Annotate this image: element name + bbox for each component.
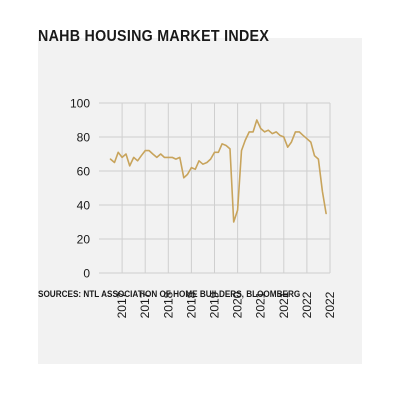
chart-title: NAHB HOUSING MARKET INDEX (38, 28, 270, 45)
chart-card (38, 38, 362, 364)
x-tick-label: 2021 (254, 291, 268, 318)
y-axis: 0 20 40 60 80 100 (70, 97, 90, 281)
x-tick-label: 2018 (184, 291, 198, 318)
y-tick-label: 0 (83, 267, 90, 281)
x-tick-label: 2020 (231, 291, 245, 318)
x-tick-label: 2019 (208, 291, 222, 318)
y-tick-label: 80 (77, 131, 91, 145)
x-tick-label: 2022 (323, 291, 337, 318)
x-tick-label: 2018 (161, 291, 175, 318)
y-tick-label: 20 (77, 233, 91, 247)
source-note: SOURCES: NTL ASSOCIATION OF HOME BUILDER… (38, 289, 301, 300)
x-tick-label: 2017 (138, 291, 152, 318)
x-tick-label: 2021 (277, 291, 291, 318)
x-tick-label: 2017 (115, 291, 129, 318)
y-tick-label: 60 (77, 165, 91, 179)
x-tick-label: 2022 (300, 291, 314, 318)
series-layer (109, 119, 327, 223)
series-line (109, 119, 327, 223)
y-tick-label: 100 (70, 97, 90, 111)
y-tick-label: 40 (77, 199, 91, 213)
x-axis: 2017 2017 2018 2018 2019 2020 2021 2021 2022 2022 (115, 291, 337, 318)
grid (99, 102, 331, 274)
